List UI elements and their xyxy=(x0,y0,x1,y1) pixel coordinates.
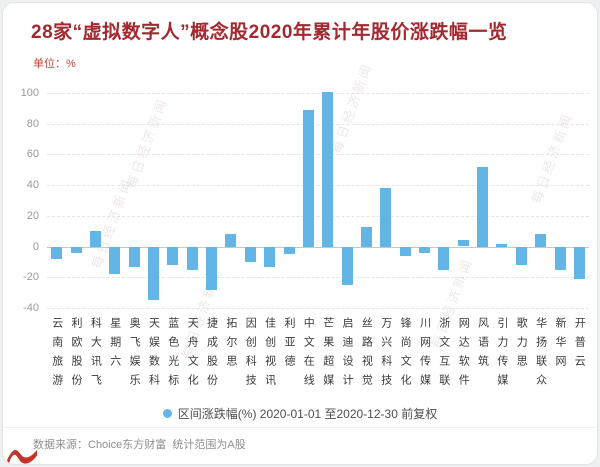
bar-利欧股份 xyxy=(70,246,82,253)
gridline xyxy=(47,215,589,217)
bar-云南旅游 xyxy=(51,246,63,259)
page-title: 28家“虚拟数字人”概念股2020年累计年股价涨跌幅一览 xyxy=(31,22,508,43)
x-axis-label: 歌力思 xyxy=(515,317,528,374)
x-axis-label: 新华网 xyxy=(554,317,566,374)
plot-area: 每日经济新闻 每日经济新闻 每日经济新闻 每日经济新闻 每日经济新闻 每日经济新闻 100 8… xyxy=(3,3,597,464)
x-axis-label: 锋尚文化 xyxy=(399,317,412,393)
bar-奥飞娱乐 xyxy=(128,246,140,267)
bar-丝路视觉 xyxy=(360,226,372,247)
x-axis-label: 华扬联众 xyxy=(534,317,547,393)
bar-拓尔思 xyxy=(225,234,237,247)
x-axis-label: 科大讯飞 xyxy=(89,317,102,393)
x-axis-label: 丝路视觉 xyxy=(360,317,373,393)
watermark-text: 每日经济新闻 xyxy=(328,60,376,156)
x-axis-label: 捷成股份 xyxy=(205,317,218,393)
gridline xyxy=(47,308,589,309)
gridline xyxy=(47,123,589,125)
bar-天娱数科 xyxy=(148,246,159,301)
x-axis-label: 因创科技 xyxy=(244,317,257,393)
bar-新华网 xyxy=(554,246,566,270)
x-axis-label: 拓尔思 xyxy=(224,317,237,374)
gridline xyxy=(47,185,589,187)
y-tick-label: 40 xyxy=(26,179,39,192)
bar-开普云 xyxy=(573,246,585,279)
zero-axis-line xyxy=(47,246,589,248)
x-axis-label: 星期六 xyxy=(108,317,121,374)
nbd-logo-icon xyxy=(7,449,37,464)
legend-label: 区间涨跌幅(%) 2020-01-01 至2020-12-30 前复权 xyxy=(177,407,438,421)
watermark-text: 每日经济新闻 xyxy=(178,265,226,361)
x-axis-label: 天舟文化 xyxy=(186,317,199,393)
bar-网达软件 xyxy=(457,240,469,247)
x-axis-label: 云南旅游 xyxy=(50,317,63,393)
bar-因创科技 xyxy=(244,246,256,262)
x-axis-label: 蓝色光标 xyxy=(166,317,179,393)
gridline xyxy=(47,154,589,156)
y-tick-label: 20 xyxy=(26,209,39,222)
legend: 区间涨跌幅(%) 2020-01-01 至2020-12-30 前复权 xyxy=(3,405,597,422)
bar-利亚德 xyxy=(283,246,295,255)
x-axis-label: 天娱数科 xyxy=(147,317,160,393)
bar-中文在线 xyxy=(302,109,314,247)
x-axis-label: 浙文互联 xyxy=(437,317,450,393)
bar-启迪设计 xyxy=(341,246,353,285)
y-tick-label: 0 xyxy=(32,240,39,253)
y-tick-label: 80 xyxy=(26,117,39,130)
footer-divider xyxy=(3,427,597,428)
x-axis-label: 万兴科技 xyxy=(379,317,392,393)
y-tick-label: -40 xyxy=(23,302,39,314)
x-axis-label: 开普云 xyxy=(573,317,586,374)
y-tick-label: 100 xyxy=(20,87,39,99)
y-tick-label: -20 xyxy=(23,271,39,284)
bar-佳创视讯 xyxy=(264,246,276,267)
x-axis-label: 佳创视讯 xyxy=(263,317,276,393)
bar-蓝色光标 xyxy=(167,246,179,265)
bar-星期六 xyxy=(109,246,121,275)
unit-label: 单位：% xyxy=(33,58,76,70)
gridline xyxy=(47,93,589,94)
gridline xyxy=(47,277,589,279)
x-axis-label: 利亚德 xyxy=(283,317,295,374)
data-source-text: 数据来源：Choice东方财富 统计范围为A股 xyxy=(33,439,246,451)
x-axis-label: 启迪设计 xyxy=(341,317,353,393)
x-axis-label: 利欧股份 xyxy=(70,317,82,393)
legend-dot xyxy=(162,409,172,419)
bar-川网传媒 xyxy=(419,246,430,253)
bar-天舟文化 xyxy=(186,246,198,270)
x-axis-label: 芒果超媒 xyxy=(321,317,334,393)
bar-风语筑 xyxy=(477,166,488,247)
bar-万兴科技 xyxy=(380,188,392,247)
bar-歌力思 xyxy=(515,246,527,265)
x-axis-label: 网达软件 xyxy=(457,317,470,393)
bar-捷成股份 xyxy=(206,246,217,290)
y-tick-label: 60 xyxy=(26,148,39,161)
bar-引力传媒 xyxy=(496,243,508,247)
bar-浙文互联 xyxy=(438,246,450,270)
bar-科大讯飞 xyxy=(89,231,101,247)
bar-锋尚文化 xyxy=(399,246,411,256)
bar-芒果超媒 xyxy=(322,91,334,247)
x-axis-label: 川网传媒 xyxy=(418,317,431,393)
watermark-text: 每日经济新闻 xyxy=(123,95,171,191)
bar-华扬联众 xyxy=(535,234,547,247)
x-axis-label: 风语筑 xyxy=(476,317,489,374)
x-axis-label: 引力传媒 xyxy=(495,317,508,393)
x-axis-label: 奥飞娱乐 xyxy=(128,317,141,393)
x-axis-label: 中文在线 xyxy=(302,317,315,393)
